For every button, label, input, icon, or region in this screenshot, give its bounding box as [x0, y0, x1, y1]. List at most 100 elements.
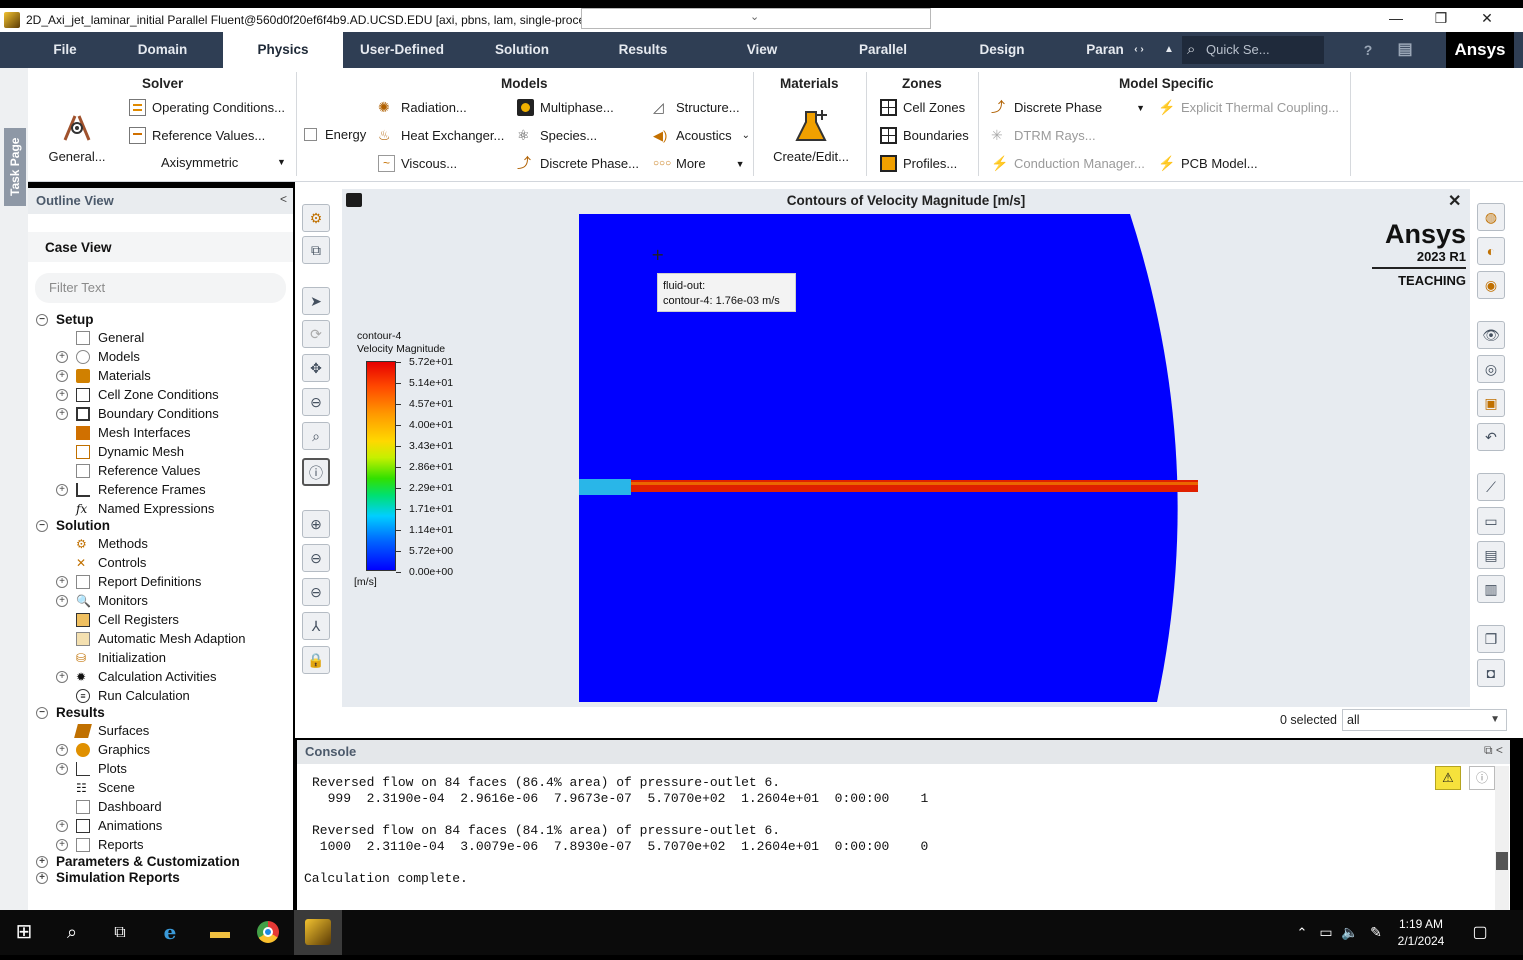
mesh-display-icon[interactable]: ◍	[1477, 203, 1505, 231]
tree-item-initialization[interactable]: ⛁ Initialization	[76, 648, 166, 667]
tree-item-dashboard[interactable]: Dashboard	[76, 797, 162, 816]
tab-results[interactable]: Results	[618, 42, 668, 57]
pan-icon[interactable]: ✥	[302, 354, 330, 382]
select-pointer-icon[interactable]: ➤	[302, 287, 330, 315]
lock-icon[interactable]: 🔒	[302, 646, 330, 674]
hide-view-icon[interactable]: ◎	[1477, 355, 1505, 383]
tree-item-animations[interactable]: + Animations	[56, 816, 162, 835]
tree-item-monitors[interactable]: + 🔍 Monitors	[56, 591, 148, 610]
tab-parameters[interactable]: Paran	[1086, 42, 1124, 57]
tree-item-reference-values[interactable]: Reference Values	[76, 461, 200, 480]
discrete-phase-specific-button[interactable]: ⤴ Discrete Phase ▼	[991, 99, 1145, 116]
tab-view[interactable]: View	[746, 42, 778, 57]
tree-item-run-calculation[interactable]: ≡ Run Calculation	[76, 686, 190, 705]
radiation-button[interactable]: ✺ Radiation...	[378, 99, 467, 116]
collapse-icon[interactable]: −	[36, 519, 48, 532]
display-options-icon[interactable]: ⚙	[302, 204, 330, 232]
tab-domain[interactable]: Domain	[137, 42, 188, 57]
title-dropdown[interactable]: ⌄	[581, 8, 931, 29]
xy-plot-icon[interactable]: ⟋	[1477, 473, 1505, 501]
explicit-thermal-coupling-button[interactable]: ⚡ Explicit Thermal Coupling...	[1158, 99, 1339, 116]
tab-design[interactable]: Design	[979, 42, 1025, 57]
warning-icon[interactable]: ⚠	[1435, 766, 1461, 790]
network-icon[interactable]: ▭	[1319, 924, 1333, 940]
boundaries-button[interactable]: Boundaries	[880, 127, 969, 144]
expand-icon[interactable]: +	[56, 762, 68, 775]
close-viewport-button[interactable]: ✕	[1448, 193, 1462, 210]
structure-button[interactable]: ◿ Structure...	[653, 99, 740, 116]
show-hidden-icons[interactable]: ⌃	[1296, 925, 1308, 940]
fit-to-window-icon[interactable]: ⊕	[302, 510, 330, 538]
create-edit-materials-button[interactable]: Create/Edit...	[766, 106, 856, 164]
axes-icon[interactable]: ⅄	[302, 612, 330, 640]
info-icon[interactable]: ⓘ	[1469, 766, 1495, 790]
expand-icon[interactable]: +	[36, 871, 48, 884]
quick-search-input[interactable]: ⌕ Quick Se...	[1182, 36, 1324, 64]
general-button[interactable]: General...	[42, 106, 112, 164]
file-explorer-icon[interactable]: ▬	[210, 921, 230, 943]
layout-icon[interactable]: ▤	[1397, 41, 1413, 58]
profiles-button[interactable]: Profiles...	[880, 155, 957, 172]
discrete-phase-button[interactable]: ⤴ Discrete Phase...	[517, 155, 639, 172]
report-icon[interactable]: ▤	[1477, 541, 1505, 569]
tab-parallel[interactable]: Parallel	[858, 42, 908, 57]
tree-item-reference-frames[interactable]: + Reference Frames	[56, 480, 206, 499]
expand-icon[interactable]: +	[56, 819, 68, 832]
tree-solution[interactable]: − Solution	[36, 516, 110, 535]
tree-item-boundary-conditions[interactable]: + Boundary Conditions	[56, 404, 219, 423]
tab-physics[interactable]: Physics	[223, 32, 343, 68]
close-window-button[interactable]: ✕	[1481, 10, 1493, 26]
undo-view-icon[interactable]: ↶	[1477, 423, 1505, 451]
selection-filter-select[interactable]: all ▼	[1342, 709, 1507, 731]
taskbar-clock[interactable]: 1:19 AM 2/1/2024	[1393, 916, 1449, 950]
zoom-icon[interactable]: ⌕	[302, 422, 330, 450]
collapse-icon[interactable]: −	[36, 706, 48, 719]
collapse-ribbon-icon[interactable]: ▲	[1164, 44, 1174, 55]
filter-text-input[interactable]: Filter Text	[35, 273, 286, 303]
tree-item-models[interactable]: + Models	[56, 347, 140, 366]
tree-item-controls[interactable]: ✕ Controls	[76, 553, 146, 572]
zoom-region-icon[interactable]: ⊖	[302, 388, 330, 416]
viscous-button[interactable]: ~ Viscous...	[378, 155, 457, 172]
tree-item-mesh-interfaces[interactable]: Mesh Interfaces	[76, 423, 191, 442]
tree-item-dynamic-mesh[interactable]: Dynamic Mesh	[76, 442, 184, 461]
expand-icon[interactable]: +	[56, 350, 68, 363]
fluent-taskbar-icon[interactable]	[294, 910, 342, 955]
expand-icon[interactable]: +	[56, 407, 68, 420]
expand-icon[interactable]: +	[56, 670, 68, 683]
expand-icon[interactable]: +	[56, 743, 68, 756]
tree-item-reports[interactable]: + Reports	[56, 835, 144, 854]
operating-conditions-button[interactable]: Operating Conditions...	[129, 99, 285, 116]
console-controls-icon[interactable]: ⧉ <	[1484, 743, 1503, 757]
tree-item-calculation-activities[interactable]: + ✹ Calculation Activities	[56, 667, 217, 686]
scrollbar-thumb[interactable]	[1496, 852, 1508, 870]
task-view-icon[interactable]: ⧉	[114, 924, 126, 941]
pcb-model-button[interactable]: ⚡ PCB Model...	[1158, 155, 1258, 172]
copy-icon[interactable]: ❐	[1477, 625, 1505, 653]
camera-icon[interactable]: ◘	[1477, 659, 1505, 687]
contours-icon[interactable]: ◐	[1477, 237, 1505, 265]
collapse-panel-icon[interactable]: <	[280, 192, 288, 206]
vectors-icon[interactable]: ◉	[1477, 271, 1505, 299]
expand-icon[interactable]: +	[56, 369, 68, 382]
tree-item-materials[interactable]: + Materials	[56, 366, 151, 385]
tree-item-general[interactable]: General	[76, 328, 144, 347]
volume-icon[interactable]: 🔈	[1341, 924, 1359, 940]
species-button[interactable]: ⚛ Species...	[517, 127, 597, 144]
view-cube-icon[interactable]: ⧉	[302, 236, 330, 264]
more-models-button[interactable]: ○○○ More ▼	[653, 155, 745, 172]
slider-icon[interactable]: ▭	[1477, 507, 1505, 535]
zoom-out-icon[interactable]: ⊖	[302, 544, 330, 572]
contour-plot[interactable]: +	[579, 214, 1199, 702]
window-icon[interactable]: ▣	[1477, 389, 1505, 417]
tree-parameters-customization[interactable]: + Parameters & Customization	[36, 852, 240, 871]
tree-item-methods[interactable]: ⚙ Methods	[76, 534, 148, 553]
expand-icon[interactable]: +	[56, 594, 68, 607]
windows-start-icon[interactable]: ⊞	[15, 921, 33, 943]
search-icon[interactable]: ⌕	[66, 922, 78, 942]
rotate-icon[interactable]: ⟳	[302, 320, 330, 348]
chrome-icon[interactable]	[244, 910, 292, 955]
probe-info-icon[interactable]: ⓘ	[302, 458, 330, 486]
pen-icon[interactable]: ✎	[1370, 924, 1382, 940]
cell-zones-button[interactable]: Cell Zones	[880, 99, 965, 116]
